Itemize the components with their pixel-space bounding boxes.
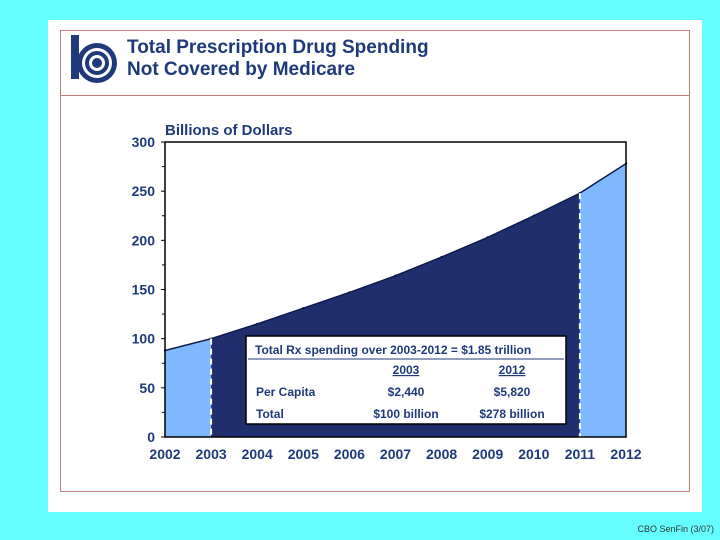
x-tick-label: 2002 xyxy=(149,446,180,462)
data-point xyxy=(256,322,259,326)
data-point xyxy=(486,236,489,239)
y-tick-label: 50 xyxy=(139,380,155,396)
y-axis-label: Billions of Dollars xyxy=(165,122,293,139)
area-region-light xyxy=(579,163,626,437)
x-tick-label: 2005 xyxy=(288,446,319,462)
annotation-row-label: Total xyxy=(256,407,284,421)
area-region-light xyxy=(165,338,212,437)
data-point xyxy=(440,255,443,259)
x-tick-label: 2009 xyxy=(472,446,503,462)
slide-title: Total Prescription Drug Spending Not Cov… xyxy=(127,37,429,81)
y-tick-label: 100 xyxy=(132,331,156,347)
annotation-table: Total Rx spending over 2003-2012 = $1.85… xyxy=(245,335,567,425)
x-tick-label: 2012 xyxy=(610,446,641,462)
title-line-2: Not Covered by Medicare xyxy=(127,59,356,80)
title-divider xyxy=(61,95,689,96)
data-point xyxy=(348,291,351,294)
annotation-cell: $100 billion xyxy=(373,407,438,421)
data-point xyxy=(394,274,397,277)
annotation-cell: $5,820 xyxy=(494,385,531,399)
annotation-col-2003: 2003 xyxy=(393,363,420,377)
annotation-cell: $2,440 xyxy=(388,385,425,399)
x-tick-label: 2011 xyxy=(565,446,596,462)
source-note: CBO SenFin (3/07) xyxy=(637,524,714,534)
y-tick-label: 300 xyxy=(132,134,156,150)
annotation-col-2012: 2012 xyxy=(499,363,526,377)
medicare-logo-icon xyxy=(71,35,117,83)
y-tick-label: 150 xyxy=(132,282,156,298)
x-tick-label: 2007 xyxy=(380,446,411,462)
slide: Total Prescription Drug Spending Not Cov… xyxy=(48,20,714,534)
y-tick-label: 250 xyxy=(132,183,156,199)
data-point xyxy=(532,214,535,217)
x-tick-label: 2010 xyxy=(518,446,549,462)
x-tick-label: 2003 xyxy=(196,446,227,462)
y-tick-label: 200 xyxy=(132,232,156,248)
annotation-cell: $278 billion xyxy=(479,407,544,421)
y-tick-label: 0 xyxy=(147,429,155,445)
x-tick-label: 2006 xyxy=(334,446,365,462)
data-point xyxy=(302,306,305,310)
x-tick-label: 2008 xyxy=(426,446,457,462)
annotation-header: Total Rx spending over 2003-2012 = $1.85… xyxy=(255,343,531,357)
annotation-row-label: Per Capita xyxy=(256,385,316,399)
x-tick-label: 2004 xyxy=(242,446,273,462)
slide-frame: Total Prescription Drug Spending Not Cov… xyxy=(60,30,690,492)
title-line-1: Total Prescription Drug Spending xyxy=(127,37,429,58)
spending-chart: Billions of Dollars 0 50 100 150 200 250 300 20… xyxy=(132,122,642,462)
